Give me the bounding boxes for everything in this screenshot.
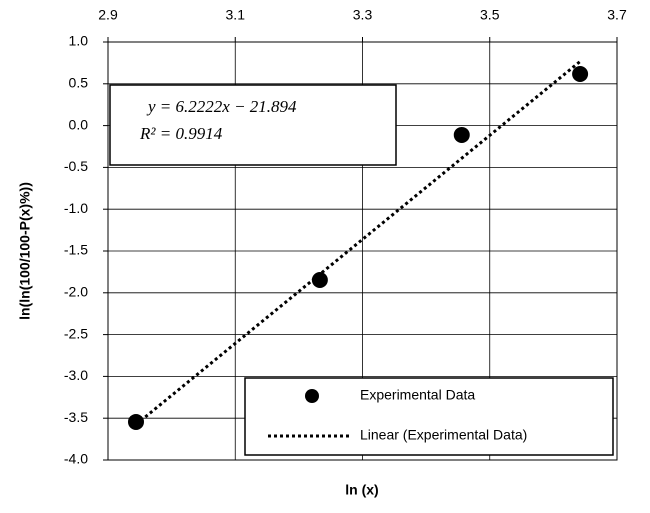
x-axis-label: ln (x) [345,482,378,498]
y-tick-label: 0.5 [69,75,89,91]
legend [244,377,614,456]
x-tick-label: 3.1 [226,7,246,23]
x-tick-label: 3.3 [353,7,373,23]
data-point [572,66,589,83]
data-point [453,126,470,143]
y-tick-label: -3.5 [64,409,88,425]
y-tick-label: 1.0 [69,33,89,49]
x-tick-label: 3.5 [480,7,500,23]
legend-label: Linear (Experimental Data) [360,427,527,443]
y-tick-label: -1.5 [64,242,88,258]
x-tick-label: 2.9 [98,7,118,23]
y-tick-label: -3.0 [64,367,88,383]
y-tick-label: -2.0 [64,284,88,300]
y-tick-label: -2.5 [64,325,88,341]
equation-box [109,84,397,166]
y-tick-label: 0.0 [69,116,89,132]
equation: y = 6.2222x − 21.894 [146,97,297,116]
y-axis-label: ln(ln(100/100-P(x)%)) [17,182,33,320]
data-point [311,272,328,289]
grid [103,37,618,461]
legend-label: Experimental Data [360,387,475,403]
r-squared: R² = 0.9914 [139,124,223,143]
x-tick-label: 3.7 [607,7,627,23]
data-point [127,413,144,430]
legend-marker [305,389,319,403]
y-tick-label: -1.0 [64,200,88,216]
y-tick-label: -0.5 [64,158,88,174]
legend-items: Experimental Data Linear (Experimental Da… [268,387,527,443]
marks [127,60,589,430]
y-tick-label: -4.0 [64,451,88,467]
